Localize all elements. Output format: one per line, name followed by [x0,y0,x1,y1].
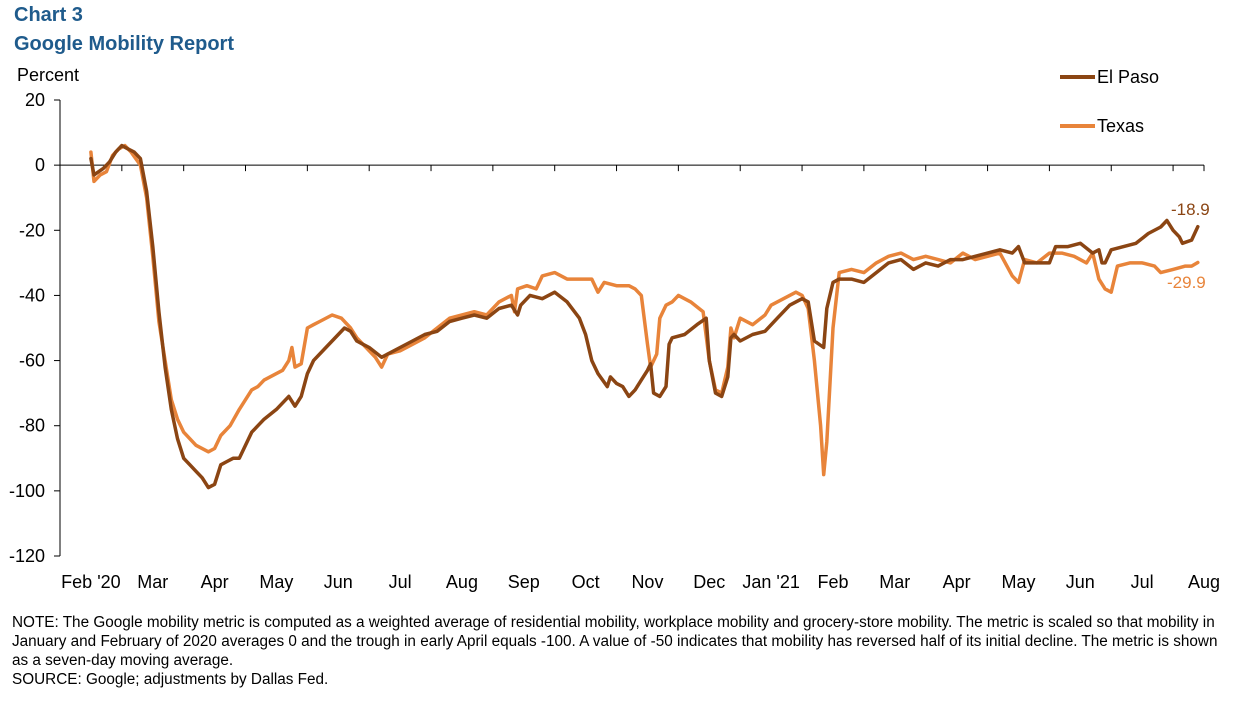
mobility-line-chart: Percent 20 0 -20 -40 -60 -80 -100 -120 Feb '20 Ma… [9,65,1220,592]
source-text: SOURCE: Google; adjustments by Dallas Fe… [12,671,329,688]
y-tick-label: 0 [35,155,45,175]
x-tick-label: Mar [879,572,910,592]
x-tick-label: Aug [1188,572,1220,592]
y-tick-label: -20 [19,220,45,240]
x-tick-label: Sep [508,572,540,592]
x-tick-label: Jun [324,572,353,592]
x-tick-label: Oct [572,572,600,592]
axes: 20 0 -20 -40 -60 -80 -100 -120 Feb '20 Mar Apr May J… [9,90,1220,592]
y-tick-label: -80 [19,416,45,436]
legend-label-el-paso: El Paso [1097,67,1159,87]
x-tick-label: Dec [693,572,725,592]
x-tick-label: May [1001,572,1035,592]
x-tick-label: Jun [1066,572,1095,592]
legend: El Paso Texas [1060,67,1159,136]
series-line-el-paso [89,143,1200,490]
series-layer [89,143,1200,490]
y-tick-label: -100 [9,481,45,501]
x-tick-label: Feb [817,572,848,592]
x-tick-label: Mar [137,572,168,592]
y-tick-label: -60 [19,351,45,371]
series-line-texas [89,143,1200,477]
x-tick-label: Jan '21 [742,572,799,592]
x-tick-label: Jul [389,572,412,592]
x-tick-label: Nov [631,572,663,592]
x-tick-label: Aug [446,572,478,592]
note-text: NOTE: The Google mobility metric is comp… [12,614,1218,669]
chart-number: Chart 3 [14,4,83,26]
x-tick-label: Jul [1131,572,1154,592]
x-tick-label: Apr [943,572,971,592]
y-tick-label: -40 [19,285,45,305]
y-axis-label: Percent [17,65,79,85]
end-label-texas: -29.9 [1167,273,1206,292]
x-tick-label: Apr [201,572,229,592]
legend-label-texas: Texas [1097,116,1144,136]
end-labels: -18.9 -29.9 [1167,200,1210,292]
x-tick-label: Feb '20 [61,572,120,592]
end-label-el-paso: -18.9 [1171,200,1210,219]
y-tick-label: 20 [25,90,45,110]
y-tick-label: -120 [9,546,45,566]
chart-title: Google Mobility Report [14,33,234,55]
x-tick-label: May [259,572,293,592]
footnotes: NOTE: The Google mobility metric is comp… [12,613,1227,689]
